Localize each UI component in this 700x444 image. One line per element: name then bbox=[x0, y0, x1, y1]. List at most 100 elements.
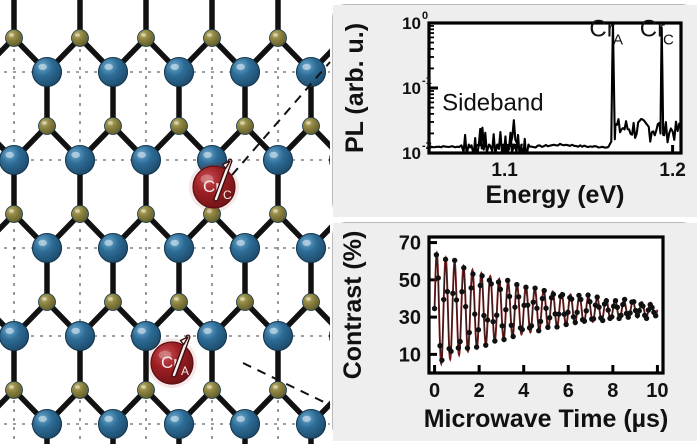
rabi-data-point bbox=[470, 271, 476, 277]
rabi-data-point bbox=[461, 265, 467, 271]
cr-c-peak-label-subscript: C bbox=[663, 31, 674, 48]
rabi-data-point bbox=[546, 315, 553, 321]
rabi-data-point bbox=[627, 310, 633, 316]
rabi-data-point bbox=[437, 342, 443, 349]
lattice-atom-small-body bbox=[236, 293, 254, 311]
pl-yaxis-label: PL (arb. u.) bbox=[341, 23, 369, 153]
rabi-data-point bbox=[504, 277, 511, 284]
lattice-atom-small bbox=[302, 293, 320, 311]
rabi-data-point bbox=[541, 287, 547, 294]
lattice-atom-small-body bbox=[104, 293, 122, 311]
lattice-atom-small-highlight bbox=[8, 385, 14, 389]
rabi-data-point bbox=[433, 252, 440, 258]
lattice-atom-large bbox=[130, 320, 162, 352]
lattice-atom-large bbox=[229, 408, 261, 440]
rabi-data-point bbox=[565, 309, 571, 315]
dopant-cr-a[interactable]: Cr A bbox=[147, 334, 197, 388]
rabi-oscillation-svg: 10 30 50 70 0 2 4 6 8 10 Microwave Time (µs) Contra… bbox=[333, 223, 697, 441]
lattice-atom-large-body bbox=[31, 408, 63, 440]
rabi-data-point bbox=[431, 305, 438, 312]
lattice-atom-large-body bbox=[31, 232, 63, 264]
rabi-data-point bbox=[525, 302, 531, 308]
lattice-atom-large-highlight bbox=[38, 415, 48, 423]
lattice-atom-small bbox=[71, 381, 89, 399]
dopant-cr-c[interactable]: Cr C bbox=[189, 158, 239, 212]
lattice-atom-large-body bbox=[295, 56, 327, 88]
rabi-data-point bbox=[508, 322, 515, 328]
rabi-data-point bbox=[501, 336, 507, 343]
lattice-atom-large bbox=[229, 56, 261, 88]
lattice-atom-small bbox=[203, 381, 221, 399]
lattice-atom-small bbox=[38, 293, 56, 311]
rabi-xtick-label: 8 bbox=[607, 380, 618, 402]
lattice-atom-large-highlight bbox=[170, 63, 179, 71]
rabi-xtick-label: 2 bbox=[474, 380, 485, 402]
lattice-atom-small-highlight bbox=[8, 33, 14, 37]
rabi-data-point bbox=[603, 298, 610, 304]
rabi-data-point bbox=[534, 305, 540, 311]
lattice-atom-large bbox=[196, 320, 228, 352]
rabi-ytick-label: 10 bbox=[399, 344, 421, 366]
lattice-atom-large-body bbox=[97, 408, 129, 440]
lattice-atom-large-highlight bbox=[104, 239, 113, 247]
rabi-data-point bbox=[625, 314, 631, 320]
rabi-ticks bbox=[429, 241, 659, 373]
lattice-atom-large-highlight bbox=[5, 327, 15, 335]
rabi-data-point bbox=[441, 296, 447, 303]
rabi-data-point bbox=[515, 294, 522, 300]
rabi-data-point bbox=[442, 256, 449, 263]
lattice-atom-small-body bbox=[104, 117, 122, 135]
lattice-atom-large-body bbox=[64, 144, 96, 176]
rabi-data-point bbox=[475, 327, 482, 333]
rabi-data-point bbox=[572, 319, 578, 326]
lattice-atom-large-highlight bbox=[104, 415, 113, 423]
lattice-atom-large-body bbox=[163, 408, 195, 440]
pl-ytick-exponent: -1 bbox=[422, 75, 432, 87]
lattice-atom-small-body bbox=[302, 117, 320, 135]
rabi-data-point bbox=[512, 304, 518, 310]
lattice-atom-small bbox=[38, 117, 56, 135]
rabi-data-point bbox=[532, 285, 538, 291]
rabi-data-point bbox=[464, 345, 471, 351]
rabi-data-point bbox=[537, 318, 544, 325]
lattice-atom-large-body bbox=[196, 320, 228, 352]
rabi-data-point bbox=[495, 279, 502, 285]
rabi-data-point bbox=[581, 318, 588, 324]
rabi-data-point bbox=[636, 308, 642, 314]
pl-ytick-exponent: 0 bbox=[422, 10, 428, 22]
rabi-data-point bbox=[503, 307, 509, 313]
pl-ytick-label: 10 bbox=[402, 79, 421, 98]
rabi-data-point bbox=[492, 338, 498, 344]
lattice-atom-large bbox=[97, 56, 129, 88]
rabi-data-point bbox=[530, 299, 536, 305]
crystal-lattice-panel: Cr C Cr A bbox=[0, 0, 330, 444]
rabi-data-point bbox=[462, 303, 469, 310]
lattice-atom-large bbox=[295, 408, 327, 440]
rabi-data-point bbox=[605, 307, 611, 313]
rabi-data-point bbox=[472, 311, 478, 317]
rabi-data-point bbox=[439, 357, 445, 363]
rabi-xtick-label: 4 bbox=[518, 380, 530, 402]
cr-a-peak-label: Cr bbox=[589, 15, 614, 42]
lattice-atom-large-body bbox=[163, 232, 195, 264]
rabi-data-point bbox=[473, 344, 480, 350]
lattice-atom-small bbox=[5, 29, 23, 47]
lattice-atom-small-body bbox=[302, 293, 320, 311]
rabi-data-point bbox=[649, 304, 655, 311]
lattice-atom-large-highlight bbox=[302, 415, 311, 423]
rabi-data-point bbox=[435, 275, 441, 281]
rabi-data-point bbox=[466, 329, 472, 336]
lattice-atom-large bbox=[31, 232, 63, 264]
lattice-atom-large-highlight bbox=[137, 151, 146, 159]
lattice-atom-small-body bbox=[137, 29, 155, 47]
rabi-data-point bbox=[620, 301, 626, 308]
lattice-atom-small bbox=[137, 205, 155, 223]
lattice-atom-small bbox=[104, 293, 122, 311]
lattice-atom-small bbox=[170, 293, 188, 311]
rabi-data-point bbox=[599, 317, 606, 324]
lattice-atom-small-highlight bbox=[107, 121, 113, 125]
lattice-atom-small bbox=[236, 293, 254, 311]
lattice-atom-small-highlight bbox=[74, 33, 80, 37]
lattice-atom-large-highlight bbox=[170, 239, 179, 247]
rabi-data-point bbox=[634, 312, 641, 319]
